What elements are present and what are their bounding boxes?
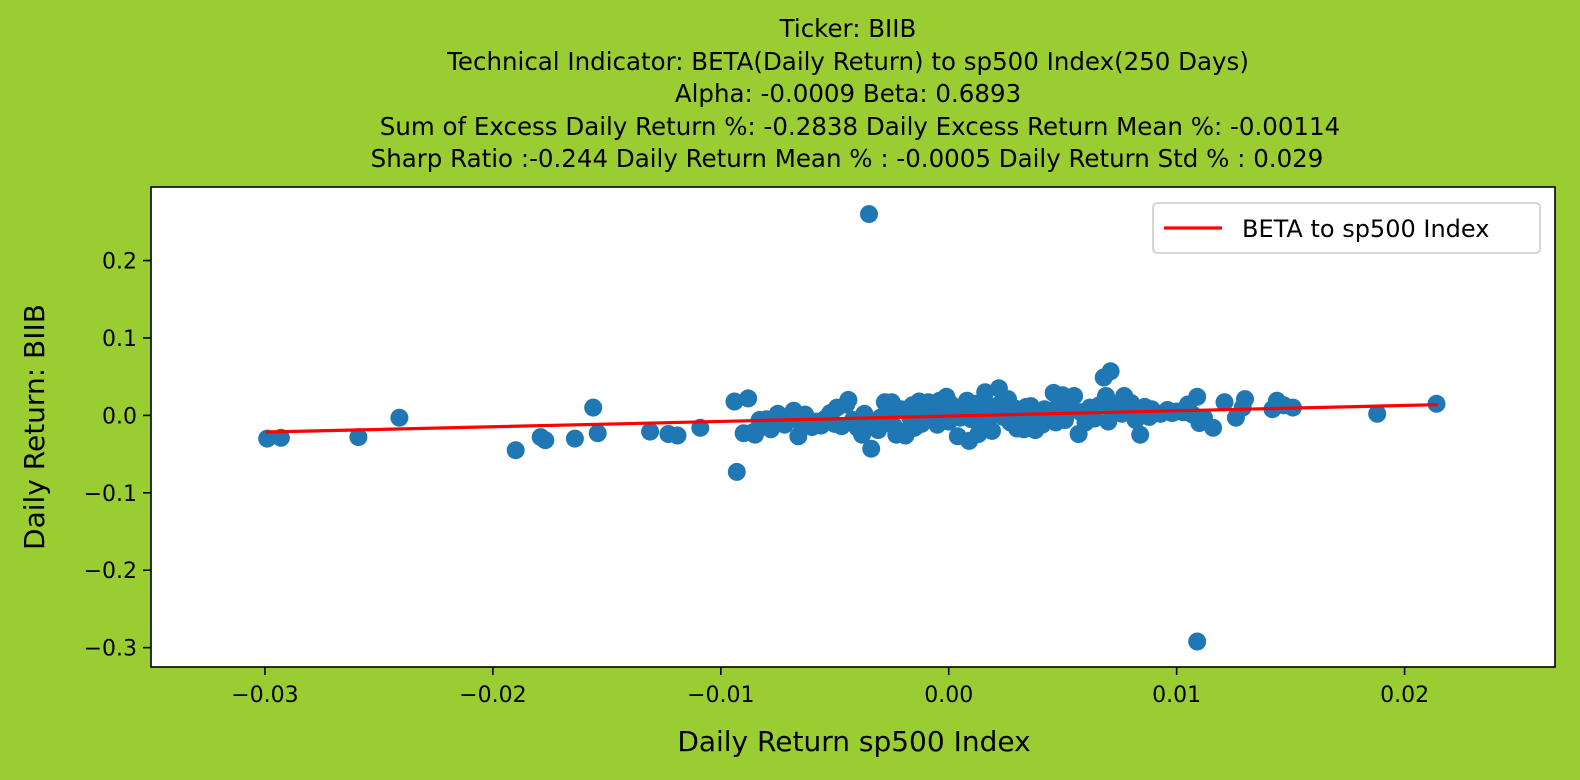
y-tick-label: −0.3 [84, 637, 137, 662]
data-point [1236, 390, 1254, 409]
y-tick-label: 0.2 [102, 250, 137, 275]
data-point [536, 431, 555, 450]
chart-title-line: Ticker: BIIB [779, 14, 917, 43]
data-point [976, 383, 995, 402]
chart-title-line: Technical Indicator: BETA(Daily Return) … [447, 46, 1249, 76]
data-point [668, 426, 687, 445]
legend-label: BETA to sp500 Index [1242, 215, 1489, 243]
chart-title-line: Sharp Ratio :-0.244 Daily Return Mean % … [370, 144, 1324, 173]
y-tick-label: 0.0 [102, 404, 137, 429]
data-point [390, 408, 409, 427]
data-point [1204, 418, 1223, 437]
x-axis-label: Daily Return sp500 Index [677, 725, 1030, 758]
x-tick-label: 0.01 [1152, 683, 1201, 708]
data-point [1188, 387, 1207, 406]
data-point [761, 420, 780, 439]
x-axis: −0.03 −0.02 −0.01 0.00 0.01 0.02 [231, 667, 1429, 708]
data-point [1101, 362, 1120, 381]
x-tick-label: 0.02 [1380, 683, 1429, 708]
data-point [725, 392, 744, 411]
data-point [506, 441, 525, 460]
data-point [584, 398, 603, 417]
data-point [641, 422, 660, 441]
chart-title-line: Sum of Excess Daily Return %: -0.2838 Da… [379, 111, 1341, 141]
plot-frame [150, 186, 1556, 668]
data-point [739, 389, 758, 408]
x-tick-label: −0.03 [231, 683, 298, 708]
data-point [565, 429, 584, 448]
data-point [349, 428, 368, 447]
x-tick-label: −0.02 [459, 683, 526, 708]
data-point [1368, 404, 1387, 423]
y-axis-label: Daily Return: BIIB [18, 304, 51, 550]
y-tick-label: −0.2 [84, 559, 137, 584]
legend-box [1152, 202, 1541, 254]
data-point [588, 424, 607, 443]
y-tick-label: 0.1 [102, 327, 137, 352]
data-point [746, 425, 764, 444]
data-point [1188, 632, 1207, 651]
y-tick-label: −0.1 [84, 482, 137, 507]
data-point [1215, 393, 1234, 412]
data-point [839, 390, 858, 409]
data-point [853, 425, 872, 444]
data-point [983, 421, 1001, 440]
regression-line-layer [265, 403, 1439, 434]
data-point [862, 439, 881, 458]
data-point [727, 462, 746, 481]
data-point [258, 429, 277, 448]
y-axis: 0.2 0.1 0.0 −0.1 −0.2 −0.3 [84, 250, 151, 662]
data-point [860, 205, 878, 224]
legend: BETA to sp500 Index [1152, 202, 1541, 254]
x-tick-label: −0.01 [687, 683, 754, 708]
x-tick-label: 0.00 [924, 683, 973, 708]
regression-line [265, 403, 1439, 434]
data-point [1131, 425, 1150, 444]
chart-title-line: Alpha: -0.0009 Beta: 0.6893 [674, 79, 1022, 108]
data-point [1065, 387, 1084, 405]
